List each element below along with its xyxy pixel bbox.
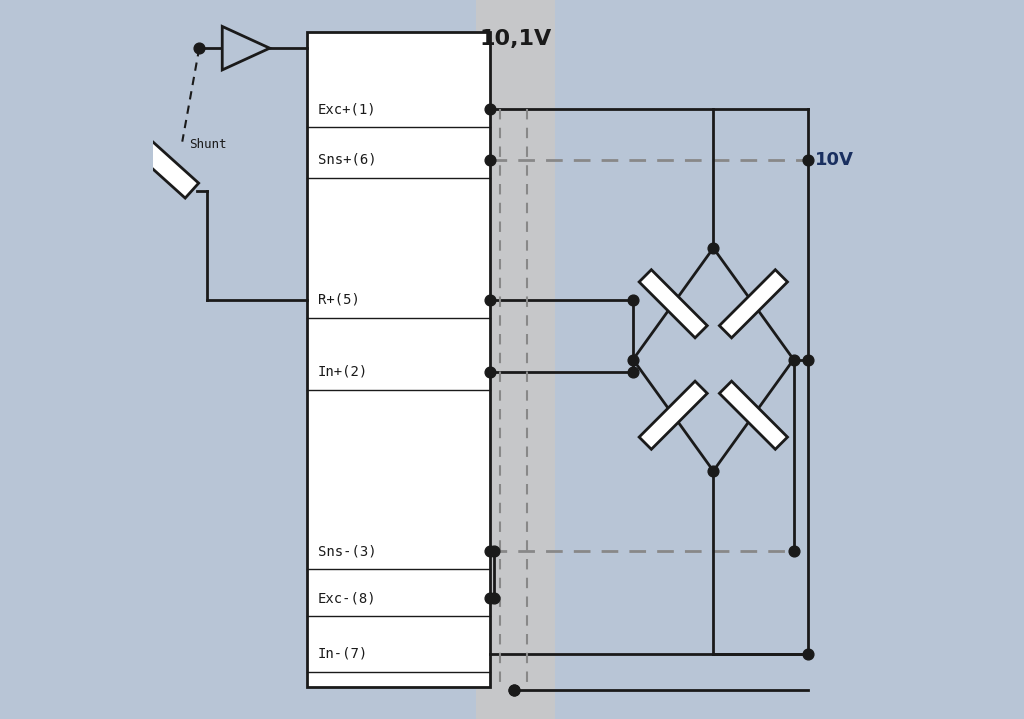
Point [625,354,641,365]
Point [506,684,522,696]
Text: Sns+(6): Sns+(6) [317,152,377,167]
Text: Sns-(3): Sns-(3) [317,544,377,559]
Point [625,294,641,306]
Polygon shape [639,270,708,338]
Polygon shape [720,381,787,449]
Point [625,366,641,377]
Text: 10,1V: 10,1V [479,29,552,49]
Point [706,465,722,477]
Point [485,592,502,604]
Text: Shunt: Shunt [189,138,227,151]
Point [482,366,499,377]
Point [482,592,499,604]
Polygon shape [137,139,199,198]
Point [485,546,502,557]
Point [506,684,522,696]
Point [706,242,722,254]
Point [800,154,816,165]
Point [191,42,208,54]
Bar [307,32,490,687]
Bar [476,0,555,719]
Text: Exc-(8): Exc-(8) [317,591,377,605]
Point [482,546,499,557]
Text: Exc+(1): Exc+(1) [317,102,377,116]
Text: In+(2): In+(2) [317,365,368,379]
Point [785,546,802,557]
Polygon shape [720,270,787,338]
Point [785,354,802,365]
Polygon shape [222,27,269,70]
Text: R+(5): R+(5) [317,293,359,307]
Polygon shape [639,381,708,449]
Text: 10V: 10V [815,150,854,169]
Point [482,154,499,165]
Point [800,648,816,659]
Point [482,294,499,306]
Point [800,354,816,365]
Text: In-(7): In-(7) [317,646,368,661]
Point [482,104,499,115]
